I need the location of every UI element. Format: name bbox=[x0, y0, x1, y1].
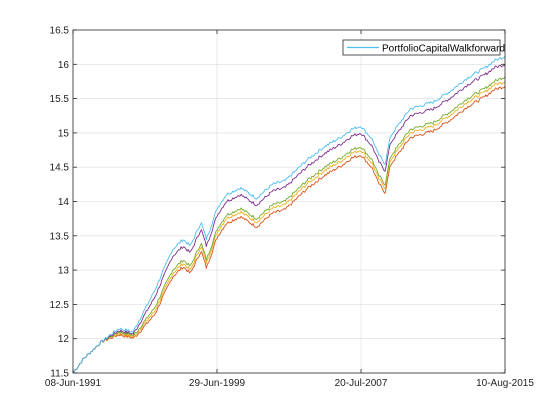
y-tick-label: 12.5 bbox=[50, 300, 70, 311]
y-tick-label: 12 bbox=[58, 334, 70, 345]
y-tick-label: 13 bbox=[58, 266, 70, 277]
y-tick-label: 11.5 bbox=[50, 369, 69, 380]
axis-ticks: 11.5 12 12.5 13 13.5 14 14.5 15 15.5 16 16.5 08-Jun… bbox=[45, 26, 534, 390]
x-tick-label: 10-Aug-2015 bbox=[476, 378, 534, 389]
y-tick-label: 15.5 bbox=[50, 94, 70, 105]
y-tick-label: 14 bbox=[58, 197, 70, 208]
y-tick-label: 13.5 bbox=[50, 231, 70, 242]
legend-label: PortfolioCapitalWalkforward bbox=[382, 44, 505, 55]
legend: PortfolioCapitalWalkforward bbox=[342, 39, 505, 56]
y-tick-label: 16 bbox=[58, 60, 70, 71]
series-line bbox=[72, 55, 506, 374]
x-tick-label: 08-Jun-1991 bbox=[45, 378, 102, 389]
x-tick-label: 29-Jun-1999 bbox=[189, 378, 246, 389]
grid-lines bbox=[73, 30, 505, 373]
y-tick-label: 15 bbox=[58, 128, 70, 139]
series-line bbox=[72, 86, 506, 374]
series-line bbox=[72, 64, 506, 374]
x-tick-label: 20-Jul-2007 bbox=[335, 378, 388, 389]
y-tick-label: 16.5 bbox=[50, 26, 70, 37]
series-line bbox=[72, 81, 506, 374]
y-tick-label: 14.5 bbox=[50, 163, 70, 174]
series-lines bbox=[72, 55, 506, 374]
legend-box bbox=[342, 39, 501, 56]
series-line bbox=[72, 76, 506, 374]
